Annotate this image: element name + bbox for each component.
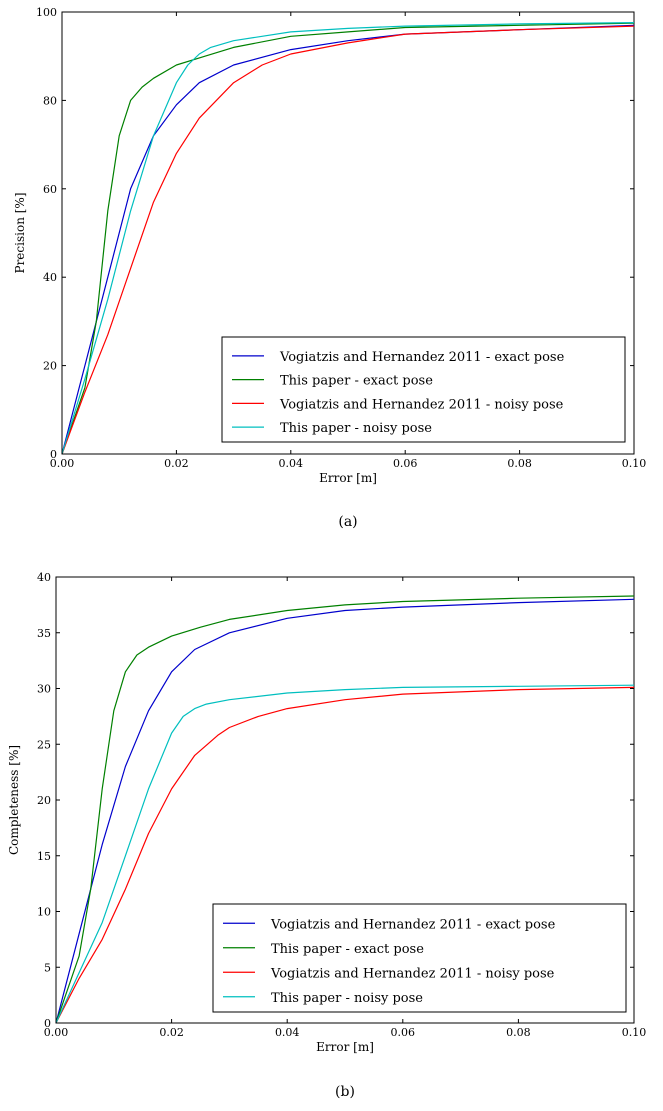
legend-label: This paper - exact pose	[280, 374, 433, 389]
legend: Vogiatzis and Hernandez 2011 - exact pos…	[221, 336, 626, 443]
y-tick-label: 0	[44, 1017, 51, 1030]
legend-label: Vogiatzis and Hernandez 2011 - exact pos…	[279, 350, 565, 365]
x-tick-label: 0.04	[275, 1026, 300, 1039]
precision-chart: 0.00 0.02 0.04 0.06 0.08 0.10 0 20 40 60 80 100 Err…	[13, 6, 646, 530]
x-tick-label: 0.00	[44, 1026, 69, 1039]
plot-frame	[61, 11, 635, 455]
x-tick-label: 0.00	[50, 457, 75, 470]
x-tick-label: 0.04	[279, 457, 304, 470]
y-tick-label: 40	[37, 571, 51, 584]
figure-caption: (a)	[338, 514, 357, 530]
legend-label: Vogiatzis and Hernandez 2011 - noisy pos…	[270, 966, 555, 981]
series-line	[61, 25, 635, 455]
y-tick-label: 60	[43, 183, 57, 196]
figure-caption: (b)	[335, 1084, 355, 1100]
completeness-chart: 0.00 0.02 0.04 0.06 0.08 0.10 0 5 10 15 20 25 30 35 40…	[7, 571, 646, 1100]
legend-box	[212, 903, 627, 1013]
x-tick-label: 0.08	[506, 1026, 531, 1039]
y-tick-label: 80	[43, 94, 57, 107]
y-tick-label: 40	[43, 271, 57, 284]
series-line	[55, 598, 635, 1024]
series-line	[61, 22, 635, 455]
axis-ticks: 0.00 0.02 0.04 0.06 0.08 0.10 0 5 10 15 20 25 30 35 40	[37, 571, 646, 1039]
series-line	[55, 686, 635, 1024]
y-tick-label: 5	[44, 961, 51, 974]
y-axis-label: Precision [%]	[13, 193, 27, 274]
y-tick-label: 10	[37, 906, 51, 919]
y-tick-label: 25	[37, 738, 51, 751]
axis-ticks: 0.00 0.02 0.04 0.06 0.08 0.10 0 20 40 60 80 100	[36, 6, 646, 470]
x-axis-label: Error [m]	[316, 1040, 374, 1054]
y-tick-label: 100	[36, 6, 57, 19]
series-line	[55, 595, 635, 1024]
legend-label: Vogiatzis and Hernandez 2011 - exact pos…	[270, 917, 556, 932]
x-tick-label: 0.02	[164, 457, 189, 470]
y-tick-label: 20	[43, 360, 57, 373]
y-tick-label: 15	[37, 850, 51, 863]
legend-box	[221, 336, 626, 443]
legend-label: This paper - noisy pose	[280, 421, 432, 436]
y-axis-label: Completeness [%]	[7, 745, 21, 855]
y-tick-label: 35	[37, 627, 51, 640]
y-tick-label: 30	[37, 683, 51, 696]
x-tick-label: 0.10	[622, 457, 647, 470]
series-line	[61, 22, 635, 455]
x-tick-label: 0.06	[393, 457, 418, 470]
x-tick-label: 0.02	[159, 1026, 184, 1039]
legend-label: This paper - noisy pose	[271, 991, 423, 1006]
legend: Vogiatzis and Hernandez 2011 - exact pos…	[212, 903, 627, 1013]
series-group	[61, 22, 635, 455]
x-tick-label: 0.06	[391, 1026, 416, 1039]
series-line	[55, 684, 635, 1024]
y-tick-label: 0	[50, 448, 57, 461]
x-tick-label: 0.08	[507, 457, 532, 470]
x-axis-label: Error [m]	[319, 471, 377, 485]
y-tick-label: 20	[37, 794, 51, 807]
series-group	[55, 595, 635, 1024]
legend-label: This paper - exact pose	[271, 942, 424, 957]
legend-label: Vogiatzis and Hernandez 2011 - noisy pos…	[279, 397, 564, 412]
x-tick-label: 0.10	[622, 1026, 647, 1039]
